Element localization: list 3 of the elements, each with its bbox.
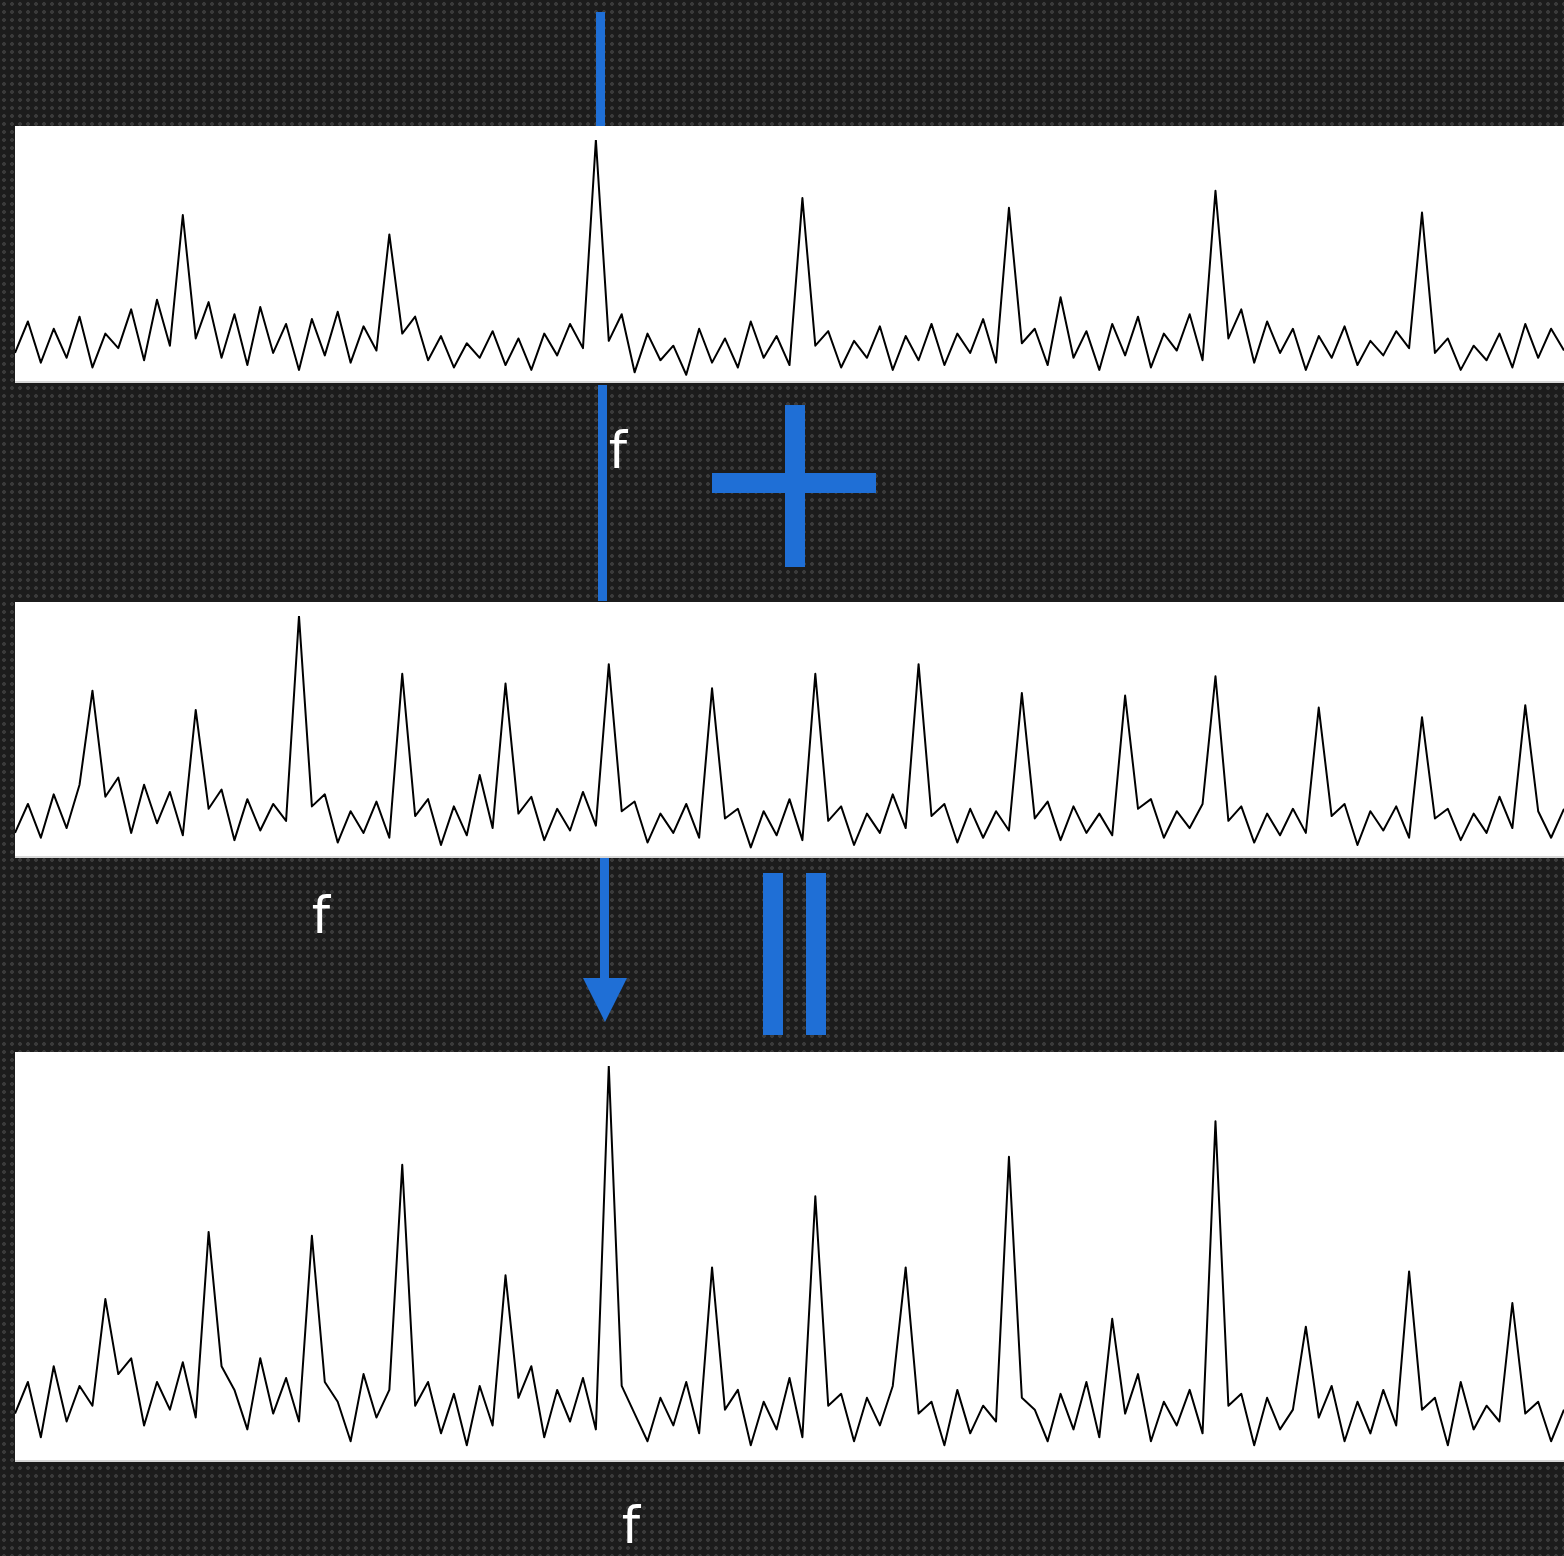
text: f [620,1495,642,1555]
text: f [607,420,629,480]
text: f [310,885,332,945]
